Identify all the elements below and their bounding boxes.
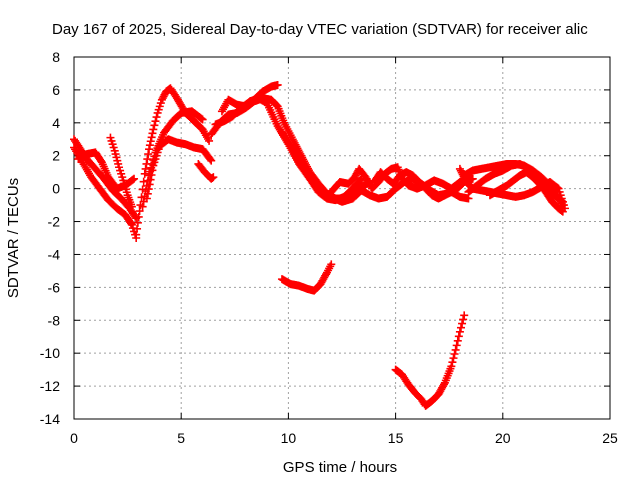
series-arc-4 [106, 133, 136, 211]
y-tick-label: 0 [52, 181, 60, 197]
data-point [452, 341, 461, 350]
data-point [144, 150, 153, 159]
data-point [96, 156, 105, 165]
y-tick-label: -14 [40, 411, 60, 427]
data-point [557, 206, 566, 215]
data-point [468, 174, 477, 183]
data-point [209, 173, 218, 182]
data-point [327, 260, 336, 269]
data-point [273, 80, 282, 89]
data-point [150, 121, 159, 130]
x-tick-label: 5 [177, 430, 185, 446]
data-point [138, 202, 147, 211]
data-point [144, 185, 153, 194]
data-point [130, 174, 139, 183]
data-point [145, 145, 154, 154]
y-tick-label: -2 [48, 214, 61, 230]
plot-frame [73, 56, 611, 420]
data-point [439, 380, 448, 389]
series-arc-1 [70, 135, 141, 223]
series-arc-16 [370, 168, 473, 203]
series-arc-17 [391, 311, 469, 410]
data-point [197, 114, 206, 123]
series-arc-20 [464, 159, 567, 206]
data-point [132, 230, 141, 239]
data-point [143, 155, 152, 164]
data-points [70, 80, 569, 410]
data-point [126, 219, 135, 228]
data-point [133, 218, 142, 227]
data-point [143, 189, 152, 198]
x-tick-label: 15 [388, 430, 404, 446]
data-point [455, 327, 464, 336]
data-point [151, 117, 160, 126]
data-point [451, 345, 460, 354]
data-point [140, 169, 149, 178]
data-point [206, 155, 215, 164]
data-point [205, 136, 214, 145]
data-point [459, 315, 468, 324]
data-point [449, 354, 458, 363]
data-point [448, 358, 457, 367]
data-point [458, 319, 467, 328]
data-point [149, 125, 158, 134]
x-tick-label: 10 [281, 430, 297, 446]
series-arc-21 [485, 168, 567, 216]
data-point [147, 133, 156, 142]
data-point [139, 177, 148, 186]
data-point [148, 129, 157, 138]
data-point [450, 350, 459, 359]
data-point [453, 336, 462, 345]
y-tick-label: -8 [48, 312, 61, 328]
data-point [133, 224, 142, 233]
data-point [142, 194, 151, 203]
y-tick-label: 6 [52, 82, 60, 98]
y-tick-label: 4 [52, 115, 60, 131]
x-axis-label: GPS time / hours [283, 459, 397, 476]
data-point [454, 332, 463, 341]
data-point [141, 164, 150, 173]
data-point [208, 173, 217, 182]
data-point [145, 180, 154, 189]
series-arc-3 [74, 148, 139, 193]
x-tick-label: 25 [602, 430, 618, 446]
y-tick-label: 8 [52, 49, 60, 65]
data-point [147, 171, 156, 180]
y-tick-label: -4 [48, 246, 61, 262]
data-point [558, 207, 567, 216]
data-point [447, 362, 456, 371]
data-point [148, 166, 157, 175]
series-arc-13 [277, 260, 336, 295]
data-point [146, 137, 155, 146]
data-point [356, 175, 365, 184]
y-tick-label: 2 [52, 148, 60, 164]
x-tick-label: 20 [495, 430, 511, 446]
data-point [135, 207, 144, 216]
chart-title: Day 167 of 2025, Sidereal Day-to-day VTE… [52, 21, 588, 38]
x-tick-label: 0 [70, 430, 78, 446]
y-tick-label: -10 [40, 345, 60, 361]
series-arc-8 [194, 159, 218, 183]
y-axis-label: SDTVAR / TECUs [5, 178, 22, 298]
data-point [152, 113, 161, 122]
grid-lines [74, 57, 610, 419]
y-tick-label: -6 [48, 279, 61, 295]
data-point [558, 197, 567, 206]
data-point [456, 323, 465, 332]
data-point [460, 311, 469, 320]
data-point [207, 156, 216, 165]
data-point [127, 202, 136, 211]
y-tick-label: -12 [40, 378, 60, 394]
series-arc-12 [277, 128, 366, 205]
data-point [134, 212, 143, 221]
data-point [198, 115, 207, 124]
series-arc-5 [132, 84, 214, 239]
data-point [146, 175, 155, 184]
data-point [128, 175, 137, 184]
data-point [145, 141, 154, 150]
series-arc-7 [142, 135, 216, 203]
